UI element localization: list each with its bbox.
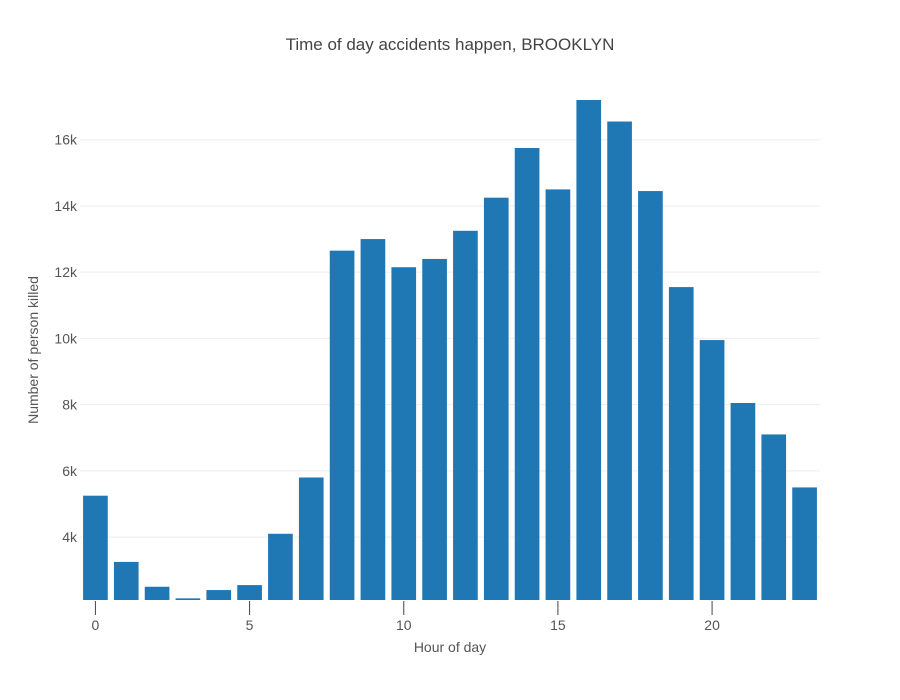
y-axis: 4k 6k 8k 10k 12k 14k 16k [54,132,78,545]
bar[interactable] [329,250,355,601]
bar[interactable] [298,477,324,600]
bar[interactable] [761,434,787,600]
bar[interactable] [638,191,663,600]
bar[interactable] [576,100,602,600]
bar[interactable] [237,585,262,600]
y-tick-label: 6k [62,463,78,479]
bars [83,100,817,601]
bar[interactable] [668,287,694,600]
x-tick-label: 5 [246,617,254,633]
y-tick-label: 10k [54,330,78,346]
x-axis: 0 5 10 15 20 [92,601,720,633]
y-axis-title: Number of person killed [25,276,41,424]
bar[interactable] [453,230,478,600]
bar[interactable] [391,267,417,600]
bar[interactable] [545,189,571,600]
bar[interactable] [83,495,108,600]
bar[interactable] [113,561,139,600]
bar[interactable] [422,258,447,600]
gridlines [80,139,820,538]
bar[interactable] [144,586,170,600]
y-tick-label: 8k [62,397,78,413]
bar[interactable] [699,340,725,600]
bar[interactable] [268,533,293,600]
y-tick-label: 12k [54,264,78,280]
x-tick-label: 10 [396,617,412,633]
bar[interactable] [175,598,201,600]
bar[interactable] [514,148,540,600]
bar[interactable] [483,197,509,600]
bar[interactable] [206,590,232,600]
bar[interactable] [607,121,632,600]
y-tick-label: 16k [54,132,78,148]
x-axis-title: Hour of day [414,639,486,655]
bar[interactable] [730,402,756,600]
y-tick-label: 4k [62,529,78,545]
bar[interactable] [360,239,386,600]
y-tick-label: 14k [54,198,78,214]
x-tick-label: 20 [704,617,720,633]
x-tick-label: 15 [550,617,566,633]
bar[interactable] [792,487,817,600]
x-tick-label: 0 [92,617,100,633]
chart-title: Time of day accidents happen, BROOKLYN [286,35,615,54]
